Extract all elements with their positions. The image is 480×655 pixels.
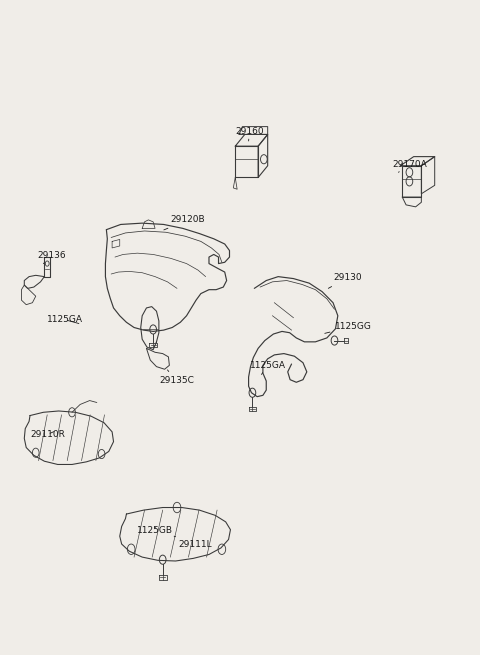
Text: 29160: 29160 (235, 127, 264, 141)
Text: 29170A: 29170A (393, 160, 428, 172)
Text: 1125GA: 1125GA (47, 315, 83, 324)
Text: 29130: 29130 (328, 273, 362, 288)
Text: 29120B: 29120B (164, 215, 205, 230)
Text: 1125GB: 1125GB (137, 527, 173, 536)
Text: 1125GG: 1125GG (325, 322, 372, 333)
Text: 29136: 29136 (37, 252, 66, 263)
Text: 29111L: 29111L (174, 536, 212, 548)
Text: 1125GA: 1125GA (250, 361, 286, 375)
Text: 29135C: 29135C (159, 370, 194, 386)
Text: 29110R: 29110R (30, 430, 65, 439)
